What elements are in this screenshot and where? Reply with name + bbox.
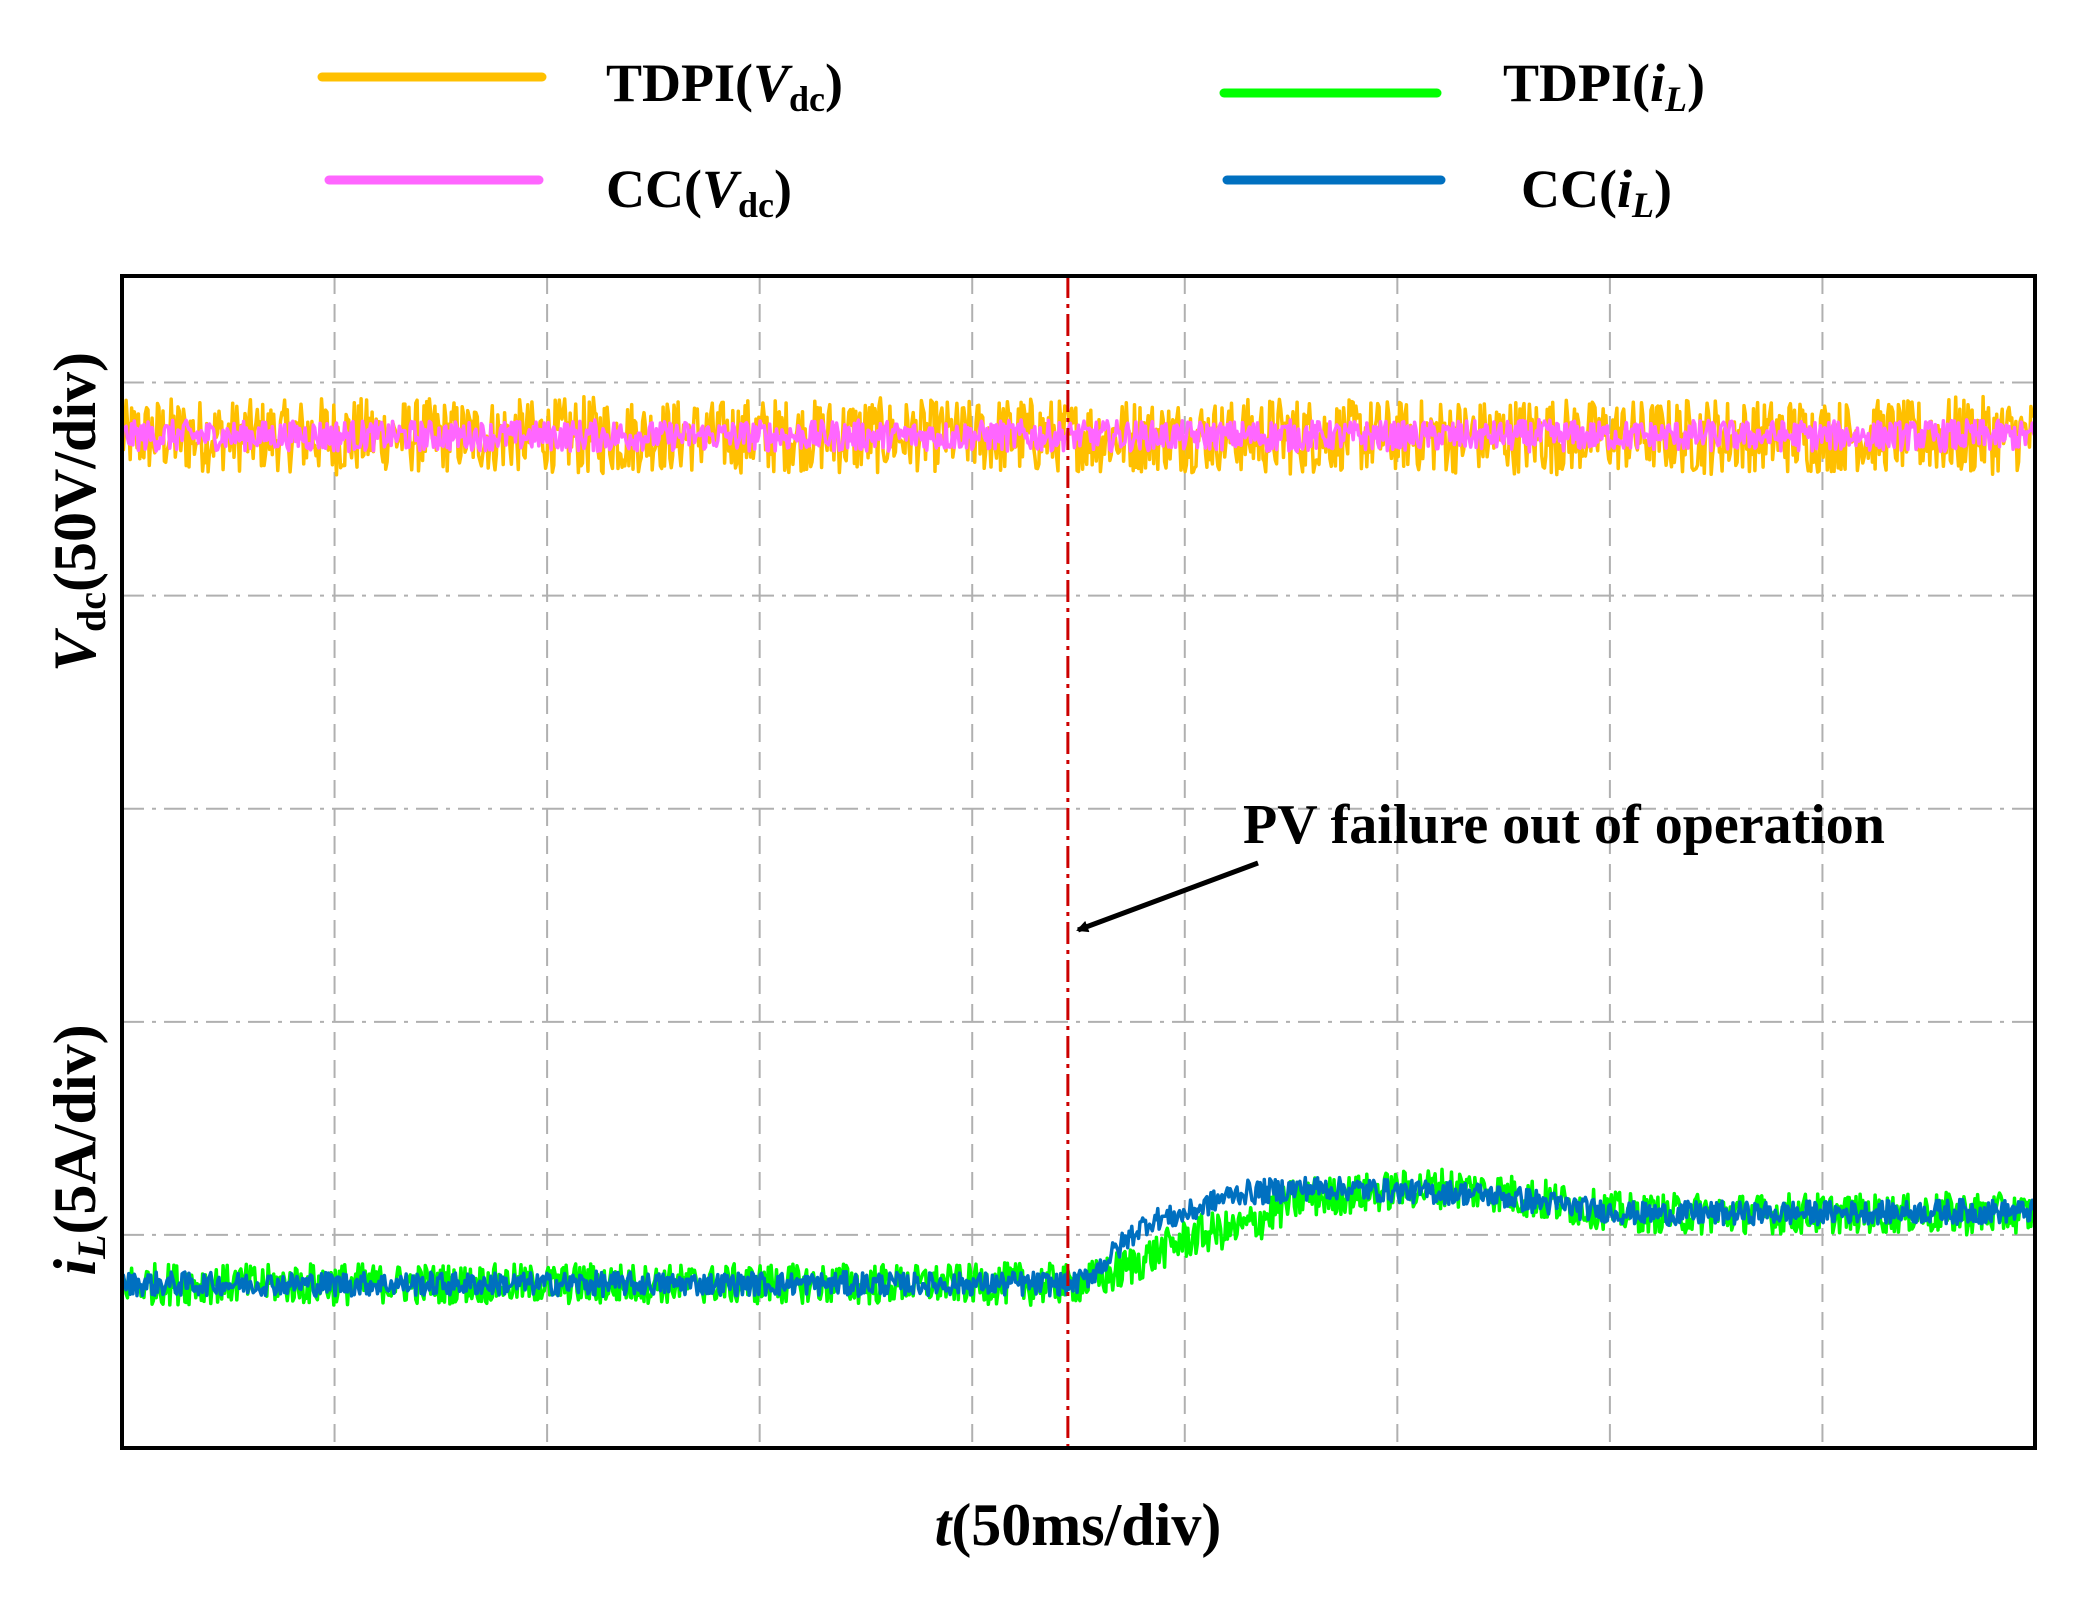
series-layer	[120, 394, 2037, 1307]
event-annotation-text: PV failure out of operation	[1243, 794, 1885, 856]
legend-label-tdpi-il: TDPI(iL)	[1503, 53, 1705, 119]
y-axis-label-il: iL(5A/div)	[42, 1024, 114, 1275]
legend-item-tdpi-il: TDPI(iL)	[1219, 53, 1705, 119]
x-axis-label: t(50ms/div)	[935, 1492, 1222, 1558]
legend-item-tdpi-vdc: TDPI(Vdc)	[317, 53, 843, 119]
gridlines	[122, 276, 2035, 1448]
series-line-tdpi-vdc	[120, 394, 2036, 477]
legend-label-cc-il: CC(iL)	[1521, 159, 1672, 225]
series-line-cc-il	[120, 1175, 2037, 1299]
event-annotation: PV failure out of operation	[1076, 794, 1885, 933]
legend-label-cc-vdc: CC(Vdc)	[606, 159, 792, 225]
legend: TDPI(Vdc) TDPI(iL) CC(Vdc) CC(iL)	[317, 53, 1705, 225]
y-axis-label-vdc: Vdc(50V/div)	[42, 352, 114, 672]
legend-item-cc-il: CC(iL)	[1222, 159, 1672, 225]
legend-label-tdpi-vdc: TDPI(Vdc)	[606, 53, 843, 119]
series-line-cc-vdc	[120, 418, 2037, 454]
event-annotation-arrow	[1076, 860, 1259, 933]
legend-item-cc-vdc: CC(Vdc)	[324, 159, 792, 225]
plot-frame	[120, 274, 2037, 1450]
